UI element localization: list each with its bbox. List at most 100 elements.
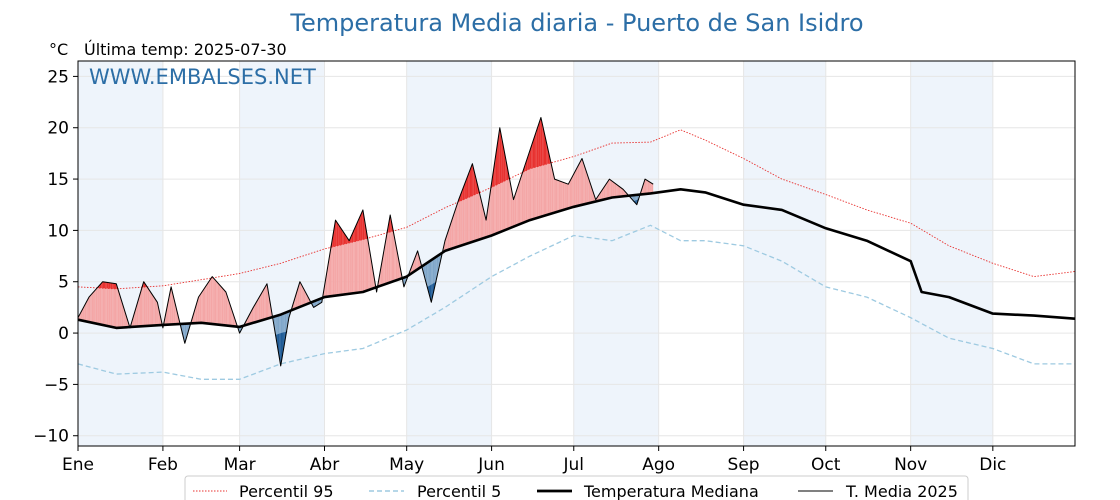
fill-above-median: [580, 158, 582, 206]
fill-above-p95: [335, 220, 337, 247]
fill-above-median: [147, 287, 150, 326]
y-tick-label: −5: [44, 375, 69, 395]
fill-above-median: [518, 179, 521, 225]
fill-above-median: [104, 281, 106, 326]
fill-above-p95: [525, 158, 528, 171]
fill-above-p95: [113, 283, 115, 289]
fill-above-median: [576, 166, 578, 207]
fill-above-median: [553, 172, 555, 214]
fill-above-median: [205, 284, 207, 324]
y-tick-label: 15: [47, 170, 69, 190]
fill-above-median: [569, 179, 572, 209]
fill-above-p95: [114, 283, 117, 289]
fill-above-median: [572, 173, 574, 208]
fill-above-median: [346, 236, 348, 295]
fill-above-p95: [338, 224, 340, 246]
month-band: [78, 61, 163, 446]
fill-above-p95: [109, 282, 111, 289]
fill-above-median: [165, 307, 168, 325]
fill-above-p95: [108, 282, 110, 289]
x-tick-label: Abr: [310, 455, 339, 475]
y-tick-label: 25: [47, 67, 69, 87]
fill-above-median: [616, 184, 618, 198]
fill-above-median: [509, 178, 511, 229]
fill-above-median: [91, 292, 94, 323]
fill-above-median: [602, 187, 604, 200]
fill-above-median: [650, 182, 652, 194]
fill-above-median: [651, 183, 654, 194]
fill-above-median: [521, 170, 524, 224]
fill-above-median: [225, 292, 228, 326]
fill-below-median: [438, 254, 440, 272]
fill-above-median: [119, 292, 121, 328]
fill-above-median: [214, 279, 217, 325]
fill-above-median: [298, 281, 300, 308]
fill-above-median: [217, 282, 220, 325]
fill-above-median: [135, 304, 137, 327]
fill-above-median: [145, 283, 147, 327]
fill-above-median: [132, 314, 135, 327]
fill-above-median: [201, 290, 203, 323]
fill-above-p95: [499, 127, 502, 184]
fill-above-p95: [360, 212, 362, 241]
fill-above-median: [482, 203, 484, 239]
y-tick-label: 20: [47, 119, 69, 139]
fill-above-median: [568, 181, 570, 209]
anomaly-fills: [78, 117, 654, 366]
fill-above-median: [343, 232, 346, 295]
fill-above-median: [169, 286, 172, 325]
fill-above-p95: [542, 123, 544, 166]
fill-above-median: [150, 292, 152, 326]
legend-label-p5: Percentil 5: [417, 482, 501, 500]
fill-above-median: [297, 286, 299, 309]
fill-above-median: [251, 307, 254, 324]
fill-above-median: [347, 238, 350, 295]
fill-above-p95: [501, 134, 503, 183]
fill-above-median: [90, 294, 92, 323]
fill-above-median: [93, 290, 95, 324]
fill-above-median: [98, 284, 100, 325]
fill-above-median: [618, 186, 621, 197]
fill-above-median: [116, 283, 118, 328]
fill-above-p95: [339, 226, 341, 246]
fill-above-p95: [528, 150, 530, 170]
fill-above-median: [220, 285, 222, 325]
fill-above-median: [592, 191, 595, 203]
fill-above-p95: [356, 222, 358, 242]
fill-above-median: [614, 183, 617, 198]
fill-above-median: [462, 185, 465, 246]
x-tick-label: Mar: [224, 455, 256, 475]
fill-above-median: [264, 286, 266, 320]
fill-above-median: [97, 286, 99, 325]
month-band: [573, 61, 659, 446]
fill-above-median: [176, 309, 178, 325]
fill-above-median: [246, 317, 248, 325]
fill-above-median: [491, 173, 493, 236]
fill-above-median: [575, 168, 577, 207]
fill-above-median: [230, 304, 232, 327]
legend-label-2025: T. Media 2025: [845, 482, 958, 500]
fill-above-median: [490, 183, 492, 236]
fill-above-median: [209, 278, 211, 324]
x-tick-label: Oct: [811, 455, 841, 475]
fill-above-median: [87, 297, 89, 323]
fill-above-median: [94, 289, 96, 324]
fill-above-median: [609, 179, 611, 199]
fill-above-median: [261, 290, 263, 321]
fill-above-median: [303, 289, 306, 306]
fill-above-median: [525, 158, 528, 222]
fill-above-p95: [342, 230, 344, 245]
fill-above-median: [82, 307, 84, 321]
fill-above-median: [583, 162, 585, 205]
x-tick-label: Sep: [728, 455, 760, 475]
fill-above-median: [398, 258, 400, 280]
fill-above-p95: [534, 133, 536, 168]
fill-above-median: [108, 282, 110, 327]
fill-above-median: [564, 182, 566, 210]
fill-above-median: [117, 288, 120, 328]
fill-above-median: [114, 283, 117, 328]
fill-above-median: [554, 179, 556, 213]
fill-above-median: [551, 166, 554, 214]
fill-above-median: [586, 170, 588, 204]
fill-above-median: [565, 183, 567, 210]
